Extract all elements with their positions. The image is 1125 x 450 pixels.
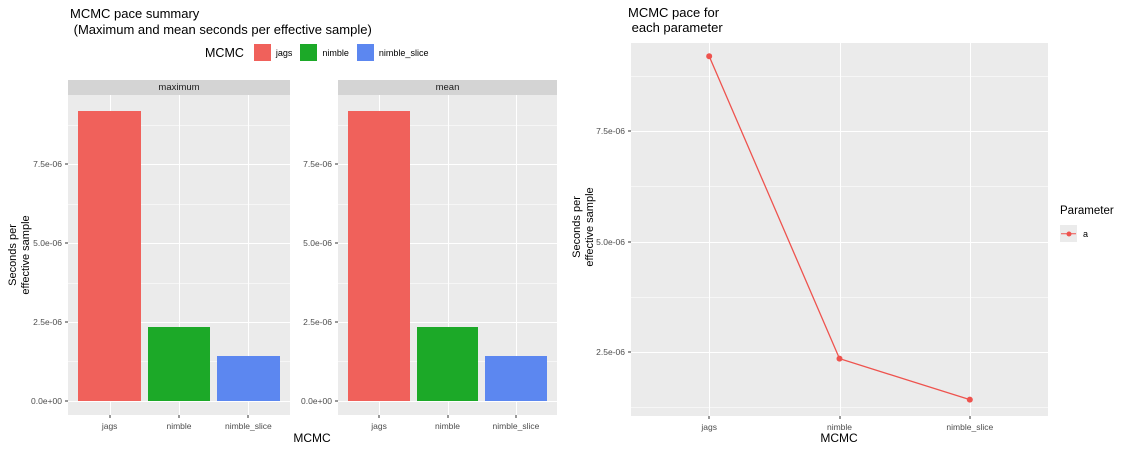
- x-tick-mark: [178, 415, 180, 418]
- x-tick-mark: [109, 415, 111, 418]
- x-tick-mark: [515, 415, 517, 418]
- line-path-a: [708, 55, 971, 401]
- right-y-axis-title-line1: Seconds per: [571, 196, 583, 258]
- x-tick-label-nimble_slice: nimble_slice: [492, 421, 540, 431]
- line-point-key-icon: [1060, 225, 1077, 242]
- legend-label-jags: jags: [275, 47, 293, 58]
- y-tick-mark: [335, 163, 338, 165]
- y-tick-label-0.0e+00: 0.0e+00: [31, 395, 62, 406]
- x-tick-label-nimble: nimble: [434, 421, 461, 431]
- y-tick-label-0.0e+00: 0.0e+00: [301, 395, 332, 406]
- x-tick-mark: [247, 415, 249, 418]
- bar-jags-maximum: [78, 110, 141, 401]
- y-tick-mark: [65, 321, 68, 323]
- bar-jags-mean: [348, 110, 410, 401]
- bar-nimble-mean: [416, 326, 479, 401]
- right-y-axis-title-line2: effective sample: [584, 187, 596, 267]
- x-tick-mark: [378, 415, 380, 418]
- y-tick-mark: [65, 400, 68, 402]
- facet-strip-mean: mean: [338, 80, 557, 95]
- y-tick-label-7.5e-06: 7.5e-06: [303, 159, 332, 170]
- y-tick-label-5.0e-06: 5.0e-06: [303, 238, 332, 249]
- left-y-axis-title: Seconds per effective sample: [7, 205, 33, 305]
- panel-mean: [338, 95, 557, 415]
- left-y-axis-title-line2: effective sample: [20, 215, 32, 295]
- x-tick-mark: [839, 416, 840, 419]
- right-x-axis-title: MCMC: [820, 431, 858, 445]
- gridline-vertical-nimble: [447, 95, 449, 415]
- legend-point-mark: [1066, 231, 1071, 236]
- x-tick-label-nimble: nimble: [826, 422, 853, 432]
- bar-nimble_slice-maximum: [217, 356, 280, 401]
- x-tick-label-jags: jags: [371, 421, 387, 431]
- legend-item-jags: jags: [253, 44, 293, 61]
- line-series-a: [706, 53, 973, 403]
- gridline-vertical-nimble_slice: [248, 95, 250, 415]
- y-tick-label-7.5e-06: 7.5e-06: [33, 159, 62, 170]
- gridline-vertical-jags: [709, 43, 711, 416]
- y-tick-mark: [335, 321, 338, 323]
- x-tick-mark: [708, 416, 710, 419]
- y-tick-mark: [335, 400, 338, 402]
- left-legend: MCMC jags nimble nimble_slice: [205, 44, 428, 61]
- line-chart-figure: MCMC pace for each parameter Seconds per…: [560, 0, 1125, 450]
- x-tick-mark: [447, 415, 448, 418]
- x-tick-label-nimble_slice: nimble_slice: [224, 421, 272, 431]
- right-legend-title: Parameter: [1060, 205, 1114, 217]
- facet-strip-label-mean: mean: [435, 82, 460, 93]
- panel-parameter-a: [631, 43, 1048, 416]
- y-tick-mark: [65, 242, 68, 244]
- y-tick-label-2.5e-06: 2.5e-06: [596, 346, 625, 357]
- y-tick-mark: [628, 241, 631, 243]
- left-y-axis-title-line1: Seconds per: [7, 224, 19, 286]
- jags-color-swatch: [253, 44, 271, 61]
- panel-maximum: [68, 95, 290, 415]
- gridline-vertical-nimble_slice: [515, 95, 517, 415]
- legend-label-nimble-slice: nimble_slice: [378, 47, 429, 58]
- nimble-color-swatch: [300, 44, 318, 61]
- x-tick-label-jags: jags: [101, 421, 118, 431]
- legend-item-nimble-slice: nimble_slice: [356, 44, 429, 61]
- left-chart-title-line2: (Maximum and mean seconds per effective …: [70, 22, 372, 37]
- left-legend-title: MCMC: [205, 45, 244, 60]
- right-legend: Parameter a: [1060, 205, 1114, 242]
- right-chart-title-line2: each parameter: [628, 20, 723, 35]
- x-tick-mark: [969, 416, 971, 419]
- gridline-vertical-nimble_slice: [969, 43, 971, 416]
- right-y-axis-title: Seconds per effective sample: [571, 177, 597, 277]
- gridline-vertical-nimble: [179, 95, 180, 415]
- facet-strip-maximum: maximum: [68, 80, 290, 95]
- legend-item-a: a: [1060, 225, 1114, 242]
- legend-label-nimble: nimble: [322, 47, 349, 58]
- left-x-axis-title: MCMC: [293, 431, 331, 445]
- data-point-nimble: [836, 355, 843, 362]
- y-tick-mark: [628, 130, 631, 132]
- facet-strip-label-maximum: maximum: [158, 82, 200, 93]
- y-tick-label-2.5e-06: 2.5e-06: [303, 316, 332, 327]
- y-tick-label-5.0e-06: 5.0e-06: [33, 238, 62, 249]
- nimble-slice-color-swatch: [356, 44, 374, 61]
- x-tick-label-nimble_slice: nimble_slice: [946, 422, 994, 432]
- bar-nimble_slice-mean: [485, 356, 547, 401]
- left-chart-title-line1: MCMC pace summary: [70, 6, 200, 21]
- legend-label-a: a: [1083, 228, 1089, 239]
- data-point-nimble_slice: [966, 396, 973, 403]
- y-tick-label-5.0e-06: 5.0e-06: [596, 236, 625, 247]
- y-tick-label-7.5e-06: 7.5e-06: [596, 126, 625, 137]
- y-tick-label-2.5e-06: 2.5e-06: [33, 316, 62, 327]
- bar-chart-figure: MCMC pace summary (Maximum and mean seco…: [0, 0, 560, 450]
- y-tick-mark: [628, 351, 631, 353]
- x-tick-label-nimble: nimble: [166, 421, 192, 431]
- y-tick-mark: [335, 242, 338, 244]
- legend-item-nimble: nimble: [300, 44, 349, 61]
- x-tick-label-jags: jags: [701, 422, 717, 432]
- right-chart-title-line1: MCMC pace for: [628, 5, 720, 20]
- gridline-vertical-nimble: [839, 43, 841, 416]
- bar-nimble-maximum: [147, 326, 211, 401]
- y-tick-mark: [65, 163, 68, 165]
- data-point-jags: [706, 53, 713, 60]
